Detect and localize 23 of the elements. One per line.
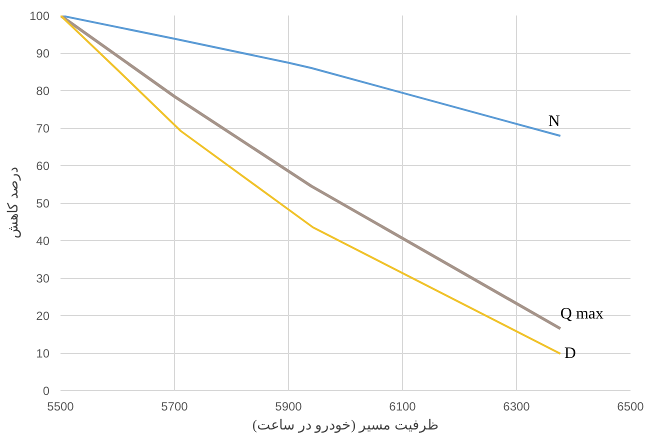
y-tick-label: 10 [36,346,50,360]
y-tick-label: 60 [36,159,50,173]
series-label: N [548,112,560,130]
y-tick-label: 40 [36,234,50,248]
x-tick-label: 6300 [503,400,530,414]
x-tick-label: 5700 [161,400,188,414]
x-tick-label: 5900 [275,400,302,414]
x-axis-title: ظرفیت مسیر (خودرو در ساعت) [252,418,439,434]
y-tick-label: 0 [42,384,50,398]
y-tick-label: 90 [36,46,50,60]
x-tick-label: 6100 [389,400,416,414]
line-series [60,16,562,137]
y-tick-label: 30 [36,272,50,286]
y-tick-label: 20 [36,309,50,323]
series-label: Q max [560,306,604,323]
series-label: D [564,344,576,362]
y-tick-label: 100 [29,9,50,23]
y-tick-label: 80 [36,84,50,98]
y-tick-label: 50 [36,196,50,210]
x-tick-label: 5500 [47,400,74,414]
x-tick-label: 6500 [617,400,644,414]
y-axis-title: درصد کاهش [6,167,22,239]
y-tick-label: 70 [36,122,50,136]
